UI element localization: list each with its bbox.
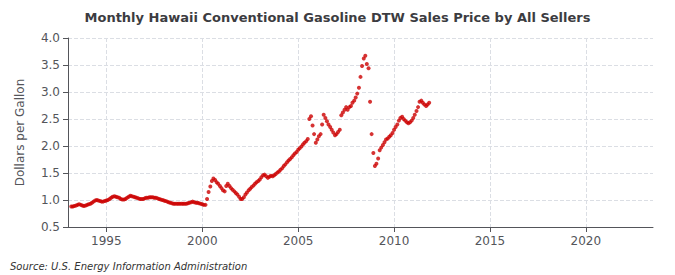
svg-text:2.0: 2.0 <box>41 139 60 153</box>
svg-text:2005: 2005 <box>283 234 314 248</box>
svg-text:Dollars per Gallon: Dollars per Gallon <box>13 79 27 187</box>
svg-text:1.0: 1.0 <box>41 193 60 207</box>
svg-text:0.5: 0.5 <box>41 220 60 234</box>
svg-text:2015: 2015 <box>475 234 506 248</box>
svg-text:Monthly Hawaii Conventional Ga: Monthly Hawaii Conventional Gasoline DTW… <box>85 10 591 25</box>
svg-text:2020: 2020 <box>571 234 602 248</box>
svg-text:1995: 1995 <box>91 234 122 248</box>
svg-text:4.0: 4.0 <box>41 31 60 45</box>
svg-text:3.5: 3.5 <box>41 58 60 72</box>
svg-text:2.5: 2.5 <box>41 112 60 126</box>
svg-text:3.0: 3.0 <box>41 85 60 99</box>
svg-text:1.5: 1.5 <box>41 166 60 180</box>
svg-text:2010: 2010 <box>379 234 410 248</box>
svg-text:Source: U.S. Energy Informatio: Source: U.S. Energy Information Administ… <box>10 261 247 272</box>
svg-text:2000: 2000 <box>187 234 218 248</box>
